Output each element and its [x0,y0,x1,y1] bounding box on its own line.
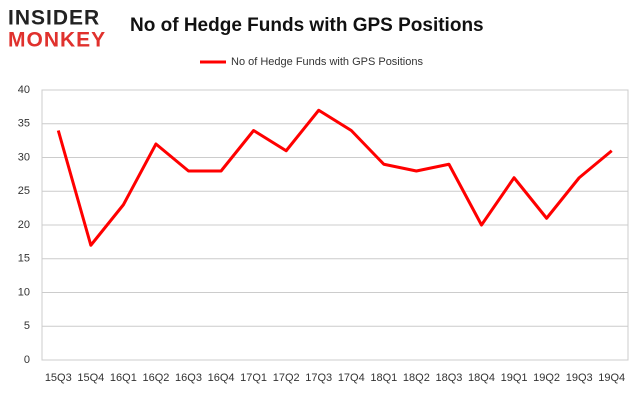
x-tick-label: 16Q4 [208,372,235,384]
logo-line1: INSIDER [8,7,100,30]
x-tick-label: 18Q3 [435,372,462,384]
x-tick-label: 17Q2 [273,372,300,384]
x-tick-label: 16Q3 [175,372,202,384]
y-tick-label: 15 [18,253,30,265]
x-tick-label: 19Q1 [501,372,528,384]
x-tick-label: 18Q2 [403,372,430,384]
x-tick-label: 19Q3 [566,372,593,384]
y-tick-label: 30 [18,151,30,163]
series-line [56,108,613,247]
chart-title: No of Hedge Funds with GPS Positions [130,15,484,36]
y-tick-label: 0 [24,354,30,366]
logo-line2: MONKEY [8,29,106,52]
x-tick-label: 15Q3 [45,372,72,384]
y-tick-label: 5 [24,320,30,332]
y-tick-label: 10 [18,286,30,298]
legend-label: No of Hedge Funds with GPS Positions [231,56,423,68]
x-tick-label: 17Q4 [338,372,365,384]
y-tick-label: 20 [18,219,30,231]
x-tick-label: 18Q1 [370,372,397,384]
x-tick-label: 15Q4 [77,372,104,384]
y-tick-label: 35 [18,118,30,130]
x-tick-label: 16Q1 [110,372,137,384]
y-tick-label: 25 [18,185,30,197]
x-tick-label: 16Q2 [142,372,169,384]
x-tick-label: 17Q3 [305,372,332,384]
x-tick-label: 17Q1 [240,372,267,384]
x-tick-label: 18Q4 [468,372,495,384]
x-tick-label: 19Q2 [533,372,560,384]
y-tick-label: 40 [18,84,30,96]
x-tick-label: 19Q4 [598,372,625,384]
